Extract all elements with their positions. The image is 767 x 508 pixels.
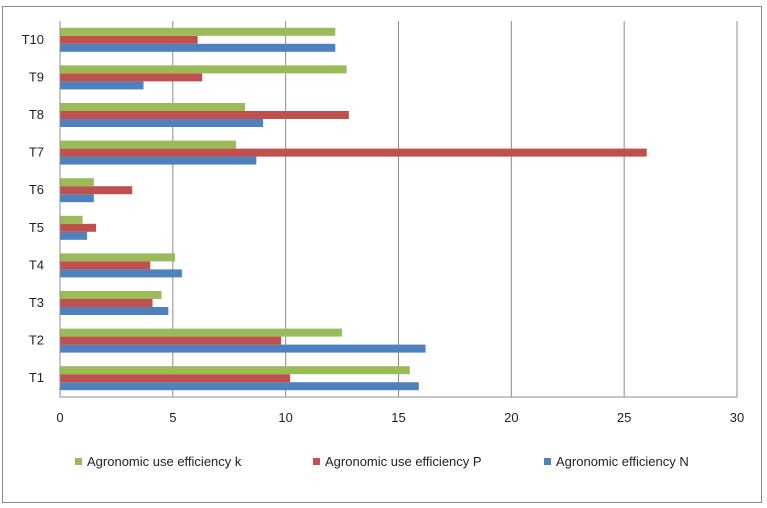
legend-label: Agronomic use efficiency P bbox=[325, 454, 482, 469]
bar-T1-agronomic-efficiency-n bbox=[60, 382, 419, 391]
legend-swatch bbox=[544, 458, 551, 465]
bar-T10-agronomic-use-efficiency-p bbox=[60, 35, 198, 44]
bar-T4-agronomic-use-efficiency-p bbox=[60, 261, 151, 270]
y-tick-label: T2 bbox=[29, 333, 44, 348]
chart-frame: T1 T2 T3 T4 T5 T6 T7 T8 T9 T10 0 5 10 15 20 25 30 Agron… bbox=[2, 6, 762, 503]
bars bbox=[60, 27, 647, 391]
bar-T8-agronomic-use-efficiency-p bbox=[60, 111, 349, 119]
legend-label: Agronomic efficiency N bbox=[556, 454, 689, 469]
bar-T6-agronomic-use-efficiency-p bbox=[60, 186, 133, 195]
y-tick-label: T4 bbox=[29, 257, 44, 272]
bar-T3-agronomic-use-efficiency-k bbox=[60, 291, 162, 299]
y-tick-label: T6 bbox=[29, 182, 44, 197]
bar-T7-agronomic-use-efficiency-p bbox=[60, 148, 647, 157]
y-tick-label: T7 bbox=[29, 145, 44, 160]
bar-T7-agronomic-use-efficiency-k bbox=[60, 140, 237, 149]
y-tick-labels: T1 T2 T3 T4 T5 T6 T7 T8 T9 T10 bbox=[22, 32, 44, 385]
bar-T2-agronomic-use-efficiency-p bbox=[60, 336, 282, 345]
bar-T10-agronomic-use-efficiency-k bbox=[60, 27, 336, 36]
x-tick-label: 30 bbox=[730, 410, 744, 425]
bar-T2-agronomic-efficiency-n bbox=[60, 344, 426, 353]
y-tick-label: T10 bbox=[22, 32, 44, 47]
bar-T7-agronomic-efficiency-n bbox=[60, 156, 257, 165]
y-tick-label: T5 bbox=[29, 220, 44, 235]
bar-T9-agronomic-use-efficiency-k bbox=[60, 65, 347, 74]
bar-T5-agronomic-use-efficiency-p bbox=[60, 223, 97, 232]
legend: Agronomic use efficiency k Agronomic use … bbox=[75, 454, 689, 469]
bar-T2-agronomic-use-efficiency-k bbox=[60, 328, 343, 337]
bar-T10-agronomic-efficiency-n bbox=[60, 43, 336, 52]
bar-T3-agronomic-efficiency-n bbox=[60, 307, 169, 315]
bar-T4-agronomic-use-efficiency-k bbox=[60, 253, 176, 262]
bar-T6-agronomic-efficiency-n bbox=[60, 194, 94, 203]
bar-T9-agronomic-use-efficiency-p bbox=[60, 73, 203, 82]
x-tick-label: 0 bbox=[56, 410, 63, 425]
y-tick-label: T9 bbox=[29, 69, 44, 84]
bar-T9-agronomic-efficiency-n bbox=[60, 81, 144, 90]
legend-swatch bbox=[75, 458, 82, 465]
bar-T8-agronomic-use-efficiency-k bbox=[60, 103, 246, 111]
legend-swatch bbox=[313, 458, 320, 465]
legend-label: Agronomic use efficiency k bbox=[87, 454, 242, 469]
x-tick-labels: 0 5 10 15 20 25 30 bbox=[56, 410, 744, 425]
bar-T8-agronomic-efficiency-n bbox=[60, 119, 264, 127]
y-tick-label: T1 bbox=[29, 370, 44, 385]
bar-T5-agronomic-efficiency-n bbox=[60, 231, 88, 240]
bar-T1-agronomic-use-efficiency-p bbox=[60, 374, 291, 383]
bar-T3-agronomic-use-efficiency-p bbox=[60, 299, 153, 307]
x-tick-label: 5 bbox=[169, 410, 176, 425]
bar-T4-agronomic-efficiency-n bbox=[60, 269, 182, 278]
y-tick-label: T3 bbox=[29, 295, 44, 310]
y-tick-label: T8 bbox=[29, 107, 44, 122]
x-tick-label: 20 bbox=[504, 410, 518, 425]
x-tick-label: 15 bbox=[391, 410, 405, 425]
bar-chart: T1 T2 T3 T4 T5 T6 T7 T8 T9 T10 0 5 10 15 20 25 30 Agron… bbox=[22, 21, 744, 469]
bar-T5-agronomic-use-efficiency-k bbox=[60, 215, 83, 224]
x-tick-label: 10 bbox=[278, 410, 292, 425]
bar-T6-agronomic-use-efficiency-k bbox=[60, 178, 94, 187]
bar-T1-agronomic-use-efficiency-k bbox=[60, 366, 410, 375]
axes bbox=[59, 21, 737, 398]
x-tick-label: 25 bbox=[617, 410, 631, 425]
